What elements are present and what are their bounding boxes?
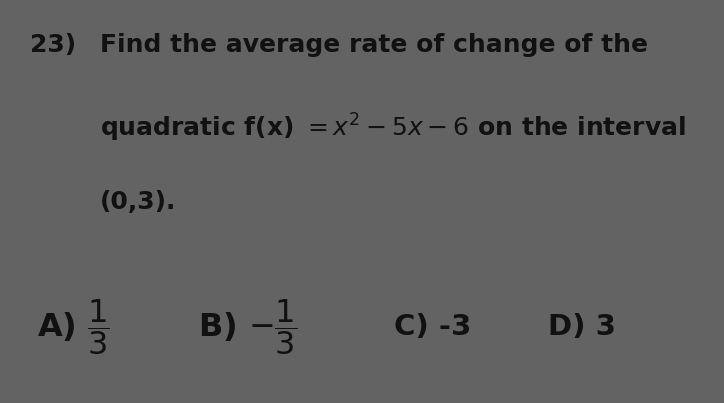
Text: quadratic f(x) $= x^2-5x-6$ on the interval: quadratic f(x) $= x^2-5x-6$ on the inter… bbox=[100, 112, 686, 144]
Text: A) $\dfrac{1}{3}$: A) $\dfrac{1}{3}$ bbox=[37, 297, 109, 357]
Text: D) 3: D) 3 bbox=[548, 313, 616, 341]
Text: B) $-\dfrac{1}{3}$: B) $-\dfrac{1}{3}$ bbox=[198, 297, 298, 357]
Text: Find the average rate of change of the: Find the average rate of change of the bbox=[100, 33, 648, 57]
Text: 23): 23) bbox=[30, 33, 76, 57]
Text: (0,3).: (0,3). bbox=[100, 190, 176, 214]
Text: C) -3: C) -3 bbox=[394, 313, 471, 341]
